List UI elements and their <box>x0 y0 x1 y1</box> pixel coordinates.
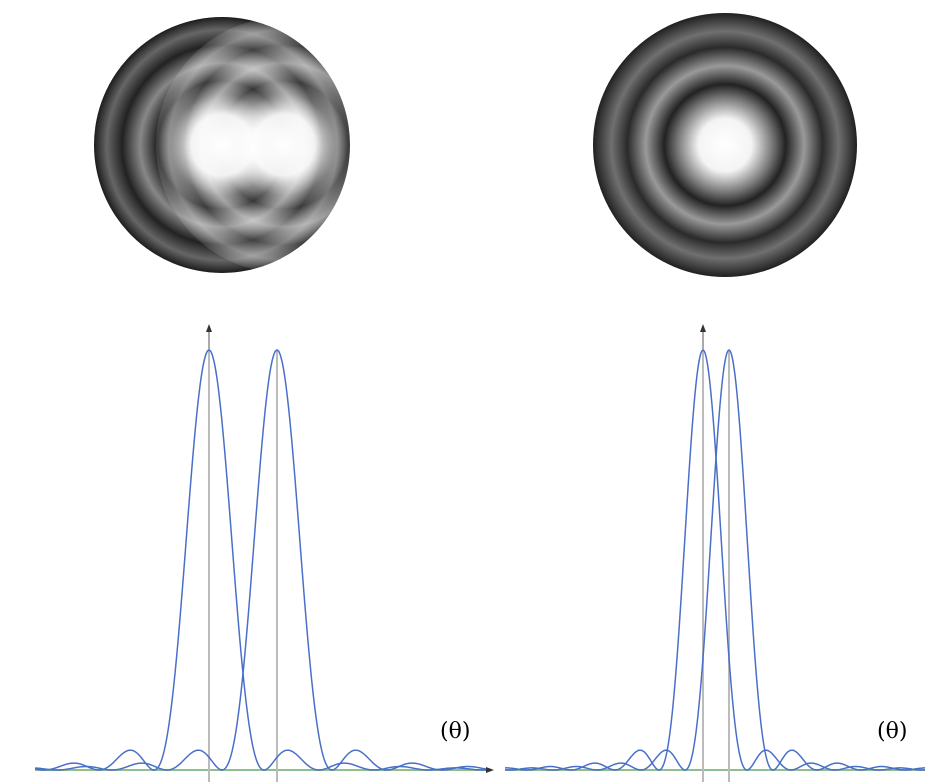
axis-label: (θ) <box>877 719 907 744</box>
intensity-curve <box>505 349 925 771</box>
intensity-curve <box>34 349 491 771</box>
arrow <box>486 767 494 773</box>
intensity-curve <box>34 349 491 771</box>
disc <box>156 17 412 273</box>
left-pattern <box>94 17 412 273</box>
axis-label: (θ) <box>440 719 470 744</box>
arrow <box>700 324 706 332</box>
right-pattern <box>593 13 857 277</box>
arrow <box>206 324 212 332</box>
intensity-curve <box>505 349 925 771</box>
plots <box>34 324 925 782</box>
